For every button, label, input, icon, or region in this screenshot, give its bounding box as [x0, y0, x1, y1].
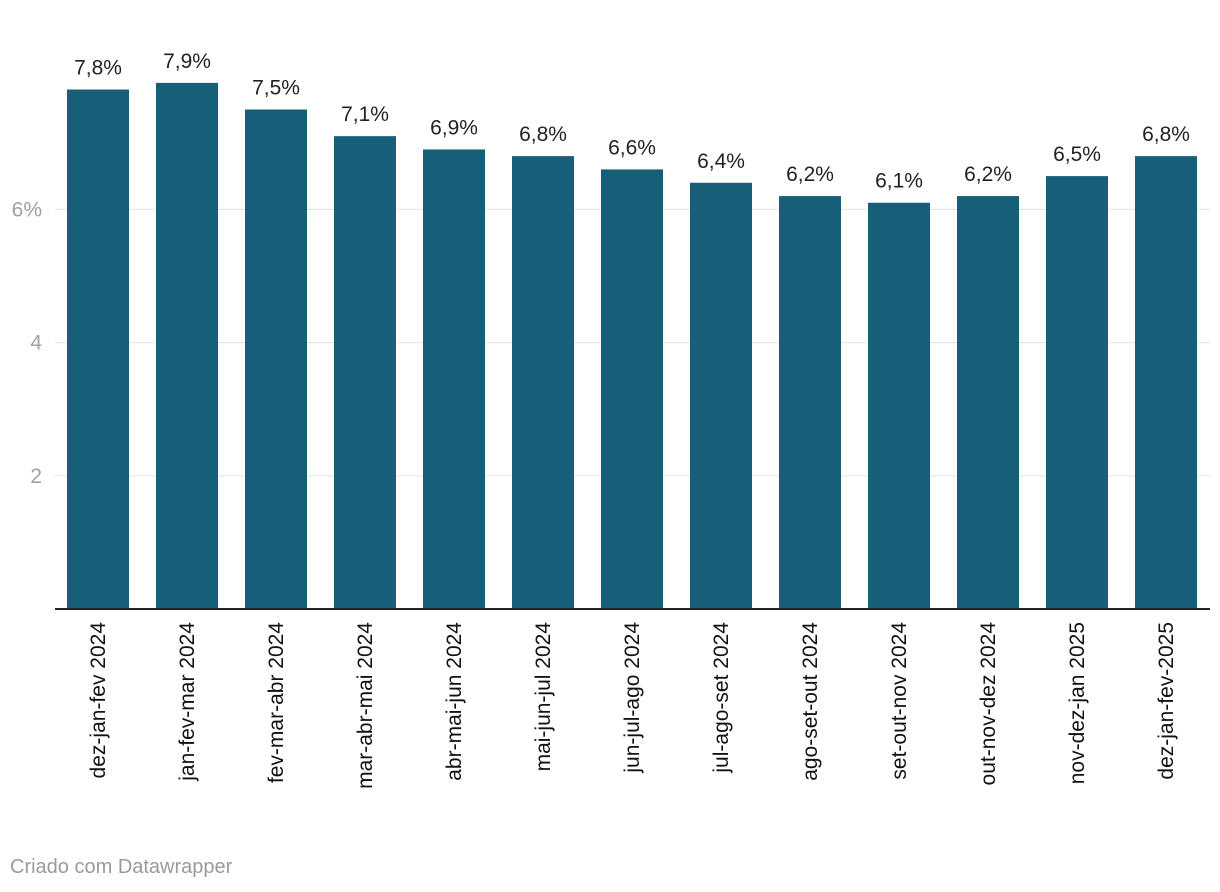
- x-tick-label: abr-mai-jun 2024: [443, 622, 466, 781]
- bar: [512, 156, 574, 609]
- bar-value-label: 6,8%: [519, 123, 567, 146]
- bar-value-label: 7,1%: [341, 103, 389, 126]
- bar-value-label: 6,4%: [697, 150, 745, 173]
- bar-value-label: 7,8%: [74, 57, 122, 80]
- bar-value-label: 6,2%: [786, 163, 834, 186]
- bar: [601, 169, 663, 609]
- x-tick-label: jul-ago-set 2024: [710, 622, 733, 774]
- bar-value-label: 6,9%: [430, 116, 478, 139]
- y-tick-label: 4: [30, 332, 42, 355]
- x-tick-label: mar-abr-mai 2024: [354, 622, 377, 789]
- x-axis-labels: dez-jan-fev 2024 jan-fev-mar 2024 fev-mar-…: [87, 622, 1178, 789]
- bar-value-label: 6,1%: [875, 170, 923, 193]
- x-tick-label: set-out-nov 2024: [888, 622, 911, 780]
- bar: [156, 82, 218, 610]
- x-tick-label: out-nov-dez 2024: [977, 622, 1000, 786]
- bar-value-label: 6,8%: [1142, 123, 1190, 146]
- bar: [779, 196, 841, 609]
- bar: [334, 136, 396, 609]
- bar: [245, 109, 307, 609]
- bar-value-label: 7,5%: [252, 77, 300, 100]
- bar-value-label: 6,2%: [964, 163, 1012, 186]
- y-axis-ticks: 2 4 6%: [12, 198, 43, 487]
- bar: [423, 149, 485, 609]
- bar: [868, 202, 930, 610]
- x-tick-label: dez-jan-fev 2024: [87, 622, 110, 779]
- bar-value-label: 6,5%: [1053, 143, 1101, 166]
- x-tick-label: nov-dez-jan 2025: [1066, 622, 1089, 784]
- x-tick-label: jun-jul-ago 2024: [621, 622, 644, 774]
- x-tick-label: jan-fev-mar 2024: [176, 622, 199, 782]
- bar: [67, 89, 129, 609]
- y-tick-label: 2: [30, 465, 42, 488]
- y-tick-label: 6%: [12, 198, 42, 221]
- bar: [1135, 156, 1197, 609]
- x-tick-label: ago-set-out 2024: [799, 622, 822, 781]
- bar: [690, 182, 752, 609]
- bar-value-label: 7,9%: [163, 50, 211, 73]
- x-tick-label: dez-jan-fev-2025: [1155, 622, 1178, 780]
- x-tick-label: mai-jun-jul 2024: [532, 622, 555, 772]
- x-tick-label: fev-mar-abr 2024: [265, 622, 288, 783]
- credit-text: Criado com Datawrapper: [10, 856, 233, 878]
- bar: [957, 196, 1019, 609]
- value-labels: 7,8% 7,9% 7,5% 7,1% 6,9% 6,8% 6,6% 6,4% 6,2% 6,1%…: [74, 50, 1190, 193]
- bar-value-label: 6,6%: [608, 136, 656, 159]
- bars: [67, 82, 1197, 610]
- bar: [1046, 176, 1108, 609]
